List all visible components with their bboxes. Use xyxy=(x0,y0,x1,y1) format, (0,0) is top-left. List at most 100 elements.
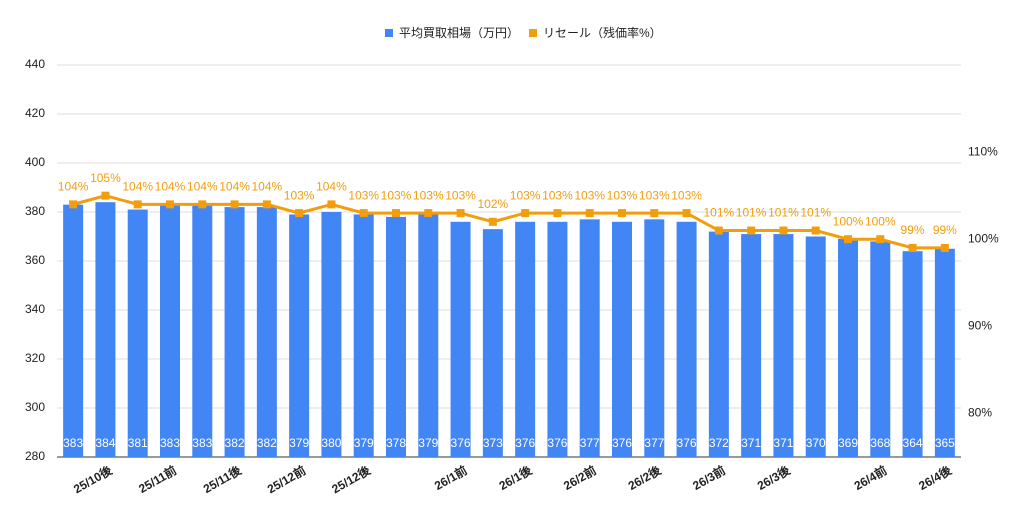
bar xyxy=(482,229,503,457)
y2-tick-label: 110% xyxy=(968,144,998,158)
line-value-label: 101% xyxy=(704,206,735,220)
x-tick-label: 25/11後 xyxy=(200,462,244,496)
line-point xyxy=(392,209,400,218)
line-value-label: 103% xyxy=(639,188,670,202)
line-value-label: 104% xyxy=(219,180,250,194)
line-point xyxy=(553,209,562,218)
bar-value-label: 383 xyxy=(63,436,83,450)
line-point xyxy=(327,200,336,209)
y-tick-label: 340 xyxy=(25,302,45,316)
line-point xyxy=(230,200,239,209)
bar xyxy=(321,212,342,457)
line-value-label: 101% xyxy=(768,206,799,220)
bar-value-label: 376 xyxy=(677,436,697,450)
x-tick-label: 26/1後 xyxy=(496,462,535,493)
legend-swatch xyxy=(385,29,393,37)
line-point xyxy=(844,235,852,244)
bar xyxy=(256,207,277,457)
x-tick-label: 26/1前 xyxy=(432,462,470,493)
line-point xyxy=(779,226,788,235)
line-value-label: 104% xyxy=(155,180,186,194)
y-tick-label: 280 xyxy=(25,449,45,463)
bar-value-label: 371 xyxy=(741,436,761,450)
line-point xyxy=(295,209,304,218)
bar-value-label: 382 xyxy=(225,436,245,450)
line xyxy=(72,194,945,250)
line-value-label: 105% xyxy=(90,171,121,185)
line-point xyxy=(488,217,497,226)
line-value-label: 103% xyxy=(671,188,702,202)
bar-value-label: 383 xyxy=(192,436,212,450)
bar xyxy=(289,214,310,457)
line-value-label: 104% xyxy=(252,180,283,194)
line-point xyxy=(521,209,530,218)
bar-value-label: 365 xyxy=(935,436,955,450)
line-point xyxy=(682,209,691,218)
bar xyxy=(450,221,471,457)
line-point xyxy=(133,200,142,209)
y-tick-label: 360 xyxy=(25,253,45,267)
bar-value-label: 377 xyxy=(644,436,664,450)
line-value-label: 103% xyxy=(510,188,541,202)
y2-tick-label: 90% xyxy=(968,319,992,333)
bar-value-label: 376 xyxy=(547,436,567,450)
line-value-label: 104% xyxy=(122,180,153,194)
bar-value-label: 373 xyxy=(483,436,503,450)
legend-label: リセール（残価率%） xyxy=(543,25,662,40)
line-point xyxy=(811,226,820,235)
line-value-label: 103% xyxy=(445,188,476,202)
legend-swatch xyxy=(529,29,538,37)
line-value-label: 102% xyxy=(478,197,509,211)
y2-tick-label: 80% xyxy=(968,406,992,420)
bar-value-label: 381 xyxy=(128,436,148,450)
bar-value-label: 377 xyxy=(580,436,600,450)
bar xyxy=(612,221,632,457)
bar xyxy=(63,204,84,457)
line-value-label: 103% xyxy=(574,188,605,202)
line-value-label: 103% xyxy=(381,188,412,202)
y2-tick-label: 100% xyxy=(968,231,999,245)
y-tick-label: 400 xyxy=(25,155,45,169)
line-point xyxy=(456,209,465,218)
x-tick-label: 26/3前 xyxy=(690,462,728,493)
line-value-label: 101% xyxy=(800,206,831,220)
x-tick-label: 25/11前 xyxy=(136,462,179,496)
line-point xyxy=(424,209,433,218)
bar-value-label: 368 xyxy=(870,436,890,450)
bar xyxy=(353,214,374,457)
bar xyxy=(773,234,794,457)
line-value-label: 104% xyxy=(316,180,347,194)
bar xyxy=(902,251,923,457)
bar xyxy=(515,221,536,457)
bar xyxy=(418,214,439,457)
bar xyxy=(708,231,729,457)
line-value-label: 103% xyxy=(348,188,379,202)
line-value-label: 99% xyxy=(933,223,957,237)
legend-item: リセール（残価率%） xyxy=(529,25,662,40)
line-value-label: 104% xyxy=(187,180,218,194)
bar xyxy=(870,241,891,457)
bar-value-label: 383 xyxy=(160,436,180,450)
x-tick-label: 26/3後 xyxy=(754,462,793,493)
bar-value-label: 382 xyxy=(257,436,277,450)
line-value-label: 103% xyxy=(542,188,573,202)
y-tick-label: 440 xyxy=(25,57,45,71)
bar xyxy=(160,204,180,457)
line-point xyxy=(585,209,594,218)
bar xyxy=(579,219,600,457)
x-tick-label: 25/10後 xyxy=(71,462,116,497)
bar xyxy=(192,204,213,457)
bar-value-label: 380 xyxy=(321,436,341,450)
legend-label: 平均買取相場（万円） xyxy=(399,26,519,40)
bar-value-label: 378 xyxy=(386,436,406,450)
line-point xyxy=(618,209,626,218)
bar-value-label: 370 xyxy=(806,436,826,450)
bar xyxy=(127,209,148,457)
line-point xyxy=(101,191,110,200)
bar-value-label: 384 xyxy=(95,436,115,450)
line-value-label: 99% xyxy=(901,223,925,237)
bar xyxy=(644,219,665,457)
line-point xyxy=(650,209,659,218)
line-value-label: 103% xyxy=(413,188,444,202)
line-point xyxy=(198,200,207,209)
